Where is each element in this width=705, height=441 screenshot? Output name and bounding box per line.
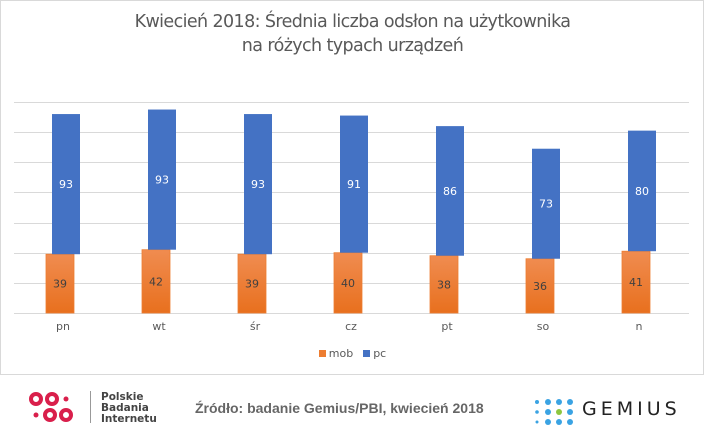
chart-title-line-2: na różych typach urządzeń bbox=[241, 36, 464, 56]
bar-mob-pn bbox=[45, 253, 75, 314]
gemius-dot bbox=[556, 409, 562, 415]
bar-mob-wt bbox=[141, 249, 171, 314]
data-label-mob-śr: 39 bbox=[245, 278, 259, 291]
legend-label-mob: mob bbox=[328, 347, 354, 360]
x-tick-label-cz: cz bbox=[345, 320, 357, 333]
bar-pc-śr bbox=[244, 114, 272, 255]
data-label-mob-n: 41 bbox=[629, 276, 643, 289]
x-tick-label-so: so bbox=[537, 320, 550, 333]
bar-pc-n bbox=[628, 130, 656, 252]
footer bbox=[0, 376, 705, 441]
data-label-pc-so: 73 bbox=[539, 198, 553, 211]
chart-title-line-1: Kwiecień 2018: Średnia liczba odsłon na … bbox=[134, 12, 571, 32]
data-label-pc-pn: 93 bbox=[59, 178, 73, 191]
gemius-dot bbox=[556, 399, 562, 405]
pbi-line-2: Badania bbox=[101, 402, 149, 414]
bar-mob-n bbox=[621, 250, 651, 314]
legend-item-mob: mob bbox=[318, 347, 354, 360]
gemius-dot bbox=[545, 409, 551, 415]
bar-pc-so bbox=[532, 148, 560, 259]
data-label-mob-wt: 42 bbox=[149, 275, 163, 288]
data-label-mob-cz: 40 bbox=[341, 277, 355, 290]
gemius-dot bbox=[556, 419, 562, 425]
bar-mob-pt bbox=[429, 255, 459, 314]
legend-item-pc: pc bbox=[363, 347, 386, 360]
pbi-logo-text: Polskie Badania Internetu bbox=[101, 392, 157, 425]
bar-pc-wt bbox=[148, 109, 176, 250]
x-tick-label-śr: śr bbox=[250, 320, 261, 333]
data-label-pc-śr: 93 bbox=[251, 178, 265, 191]
gemius-logo-icon bbox=[535, 399, 573, 425]
gemius-dot bbox=[567, 409, 573, 415]
bar-mob-cz bbox=[333, 252, 363, 314]
x-tick-label-pn: pn bbox=[56, 320, 70, 333]
legend-swatch-pc bbox=[363, 350, 371, 357]
data-label-pc-cz: 91 bbox=[347, 178, 361, 191]
x-tick-label-n: n bbox=[636, 320, 643, 333]
gemius-dot bbox=[567, 399, 573, 405]
legend-label-pc: pc bbox=[373, 347, 387, 360]
bar-pc-pn bbox=[52, 114, 80, 255]
pbi-line-1: Polskie bbox=[101, 391, 144, 403]
bar-mob-śr bbox=[237, 253, 267, 314]
bar-pc-cz bbox=[340, 115, 368, 253]
source-text: Źródło: badanie Gemius/PBI, kwiecień 201… bbox=[195, 400, 484, 416]
bar-pc-pt bbox=[436, 126, 464, 256]
data-label-pc-pt: 86 bbox=[443, 185, 457, 198]
data-label-mob-pn: 39 bbox=[53, 278, 67, 291]
gemius-dot bbox=[535, 400, 539, 404]
legend: mob pc bbox=[0, 347, 705, 360]
pbi-divider bbox=[90, 391, 91, 423]
gemius-dot bbox=[567, 419, 573, 425]
data-label-mob-so: 36 bbox=[533, 280, 547, 293]
x-tick-label-wt: wt bbox=[152, 320, 166, 333]
pbi-line-3: Internetu bbox=[101, 413, 157, 425]
gemius-wordmark: GEMIUS bbox=[582, 398, 681, 420]
gemius-dot bbox=[535, 420, 539, 424]
x-tick-label-pt: pt bbox=[441, 320, 453, 333]
data-label-mob-pt: 38 bbox=[437, 278, 451, 291]
legend-swatch-mob bbox=[318, 350, 326, 357]
chart-title: Kwiecień 2018: Średnia liczba odsłon na … bbox=[0, 10, 705, 58]
gemius-dot bbox=[535, 410, 539, 414]
gemius-dot bbox=[545, 399, 551, 405]
bar-chart: 39 93 pn 42 93 wt 39 93 śr 40 91 cz 38 86 pt 36 73 so 41 80… bbox=[14, 102, 689, 333]
data-label-pc-n: 80 bbox=[635, 185, 649, 198]
gemius-dot bbox=[545, 419, 551, 425]
data-label-pc-wt: 93 bbox=[155, 174, 169, 187]
pbi-logo-icon bbox=[29, 392, 73, 422]
